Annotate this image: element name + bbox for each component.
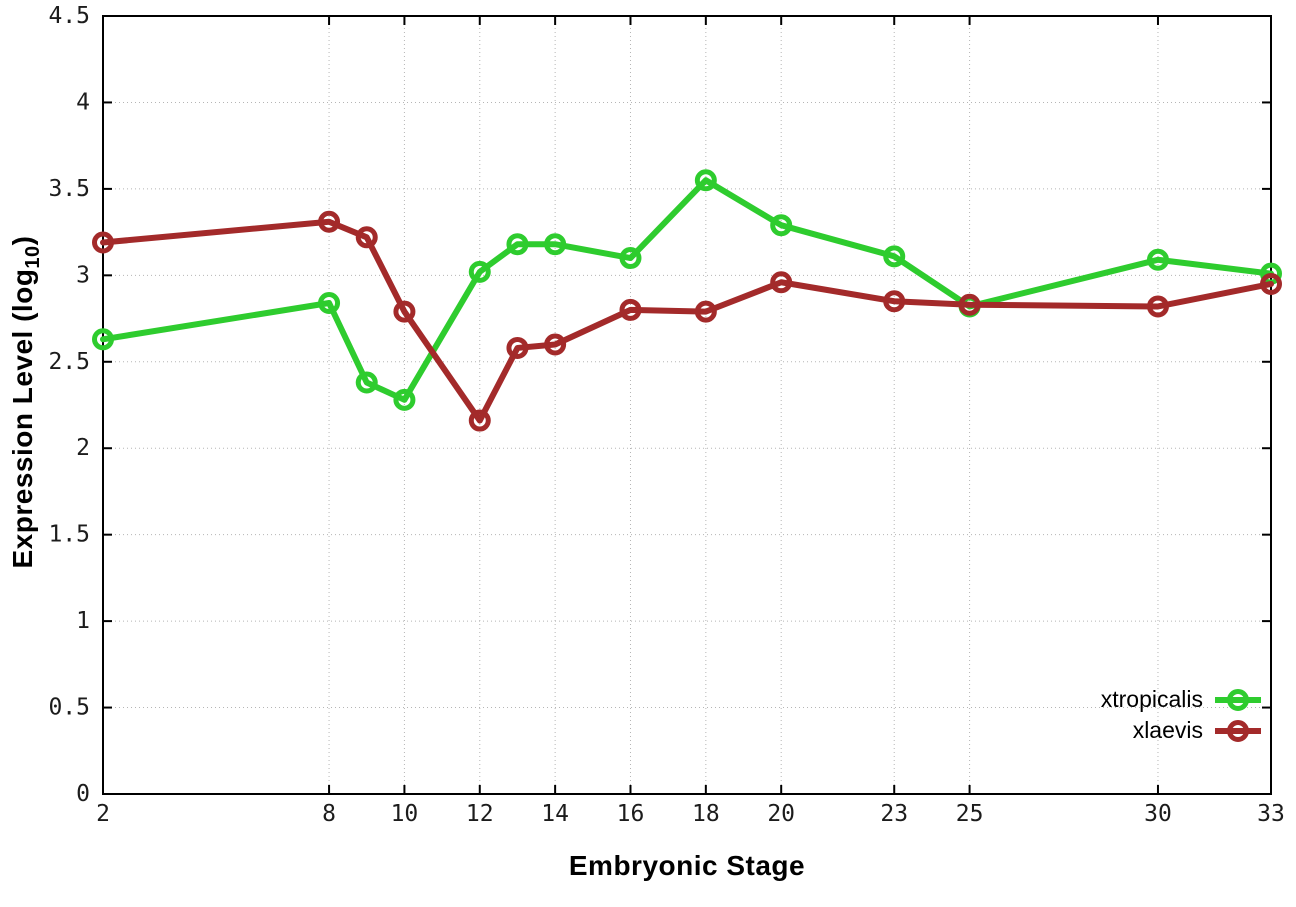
y-tick-label: 3.5 [48, 176, 90, 202]
series-line-xtropicalis [100, 177, 1274, 403]
legend-item-xlaevis: xlaevis [1101, 717, 1264, 744]
legend: xtropicalis xlaevis [1101, 686, 1264, 744]
y-axis-title-text: Expression Level (log [7, 268, 39, 569]
y-tick-label: 3 [76, 262, 90, 288]
legend-marker-open-circle-icon [1215, 719, 1261, 742]
data-point-xlaevis [318, 210, 341, 233]
x-axis-title: Embryonic Stage [568, 850, 806, 881]
data-point-xlaevis [506, 336, 529, 359]
x-tick-label: 10 [391, 801, 419, 827]
x-tick-label: 2 [96, 801, 110, 827]
data-point-xlaevis [958, 293, 981, 316]
legend-label: xlaevis [1132, 717, 1203, 743]
series-line-xlaevis [100, 218, 1274, 424]
data-point-xtropicalis [355, 371, 378, 394]
data-point-xtropicalis [92, 328, 114, 351]
x-tick-label: 25 [956, 801, 984, 827]
data-point-xtropicalis [393, 388, 416, 411]
y-axis-title: Expression Level (log10) [7, 236, 45, 569]
data-point-xlaevis [393, 300, 416, 323]
data-point-xtropicalis [619, 247, 642, 270]
legend-sample-point [1227, 719, 1249, 742]
data-point-xlaevis [1146, 295, 1169, 318]
y-tick-label: 4 [76, 89, 90, 115]
y-tick-label: 2 [76, 435, 90, 461]
x-tick-label: 16 [617, 801, 645, 827]
x-tick-label: 18 [692, 801, 720, 827]
legend-marker-open-circle-icon [1215, 688, 1261, 711]
legend-item-xtropicalis: xtropicalis [1101, 686, 1264, 713]
x-tick-label: 14 [541, 801, 569, 827]
y-tick-label: 2.5 [48, 349, 90, 375]
data-point-xtropicalis [694, 169, 717, 192]
y-axis-title-subscript: 10 [21, 245, 44, 269]
y-tick-label: 0 [76, 781, 90, 807]
data-point-xlaevis [544, 333, 567, 356]
data-point-xlaevis [468, 409, 491, 432]
legend-label: xtropicalis [1100, 686, 1203, 712]
x-tick-label: 20 [767, 801, 795, 827]
data-point-xlaevis [619, 298, 642, 321]
data-point-xtropicalis [506, 233, 529, 256]
data-point-xtropicalis [318, 291, 341, 314]
y-tick-label: 0.5 [48, 695, 90, 721]
y-tick-label: 1.5 [48, 522, 90, 548]
data-point-xlaevis [355, 226, 378, 249]
y-tick-label: 4.5 [48, 3, 90, 29]
data-point-xtropicalis [770, 214, 793, 237]
y-axis-title-close: ) [7, 235, 39, 246]
data-point-xlaevis [92, 231, 114, 254]
plot-border [102, 15, 1272, 795]
data-point-xlaevis [883, 290, 906, 313]
data-point-xtropicalis [1146, 248, 1169, 271]
data-point-xtropicalis [468, 260, 491, 283]
data-point-xtropicalis [883, 245, 906, 268]
y-tick-label: 1 [76, 608, 90, 634]
x-tick-label: 23 [880, 801, 908, 827]
x-tick-label: 33 [1257, 801, 1285, 827]
data-point-xlaevis [770, 271, 793, 294]
legend-sample-point [1227, 688, 1249, 711]
data-point-xlaevis [1260, 272, 1282, 295]
x-tick-label: 30 [1144, 801, 1172, 827]
data-point-xtropicalis [544, 233, 567, 256]
data-point-xlaevis [694, 300, 717, 323]
x-tick-label: 12 [466, 801, 494, 827]
x-tick-label: 8 [322, 801, 336, 827]
